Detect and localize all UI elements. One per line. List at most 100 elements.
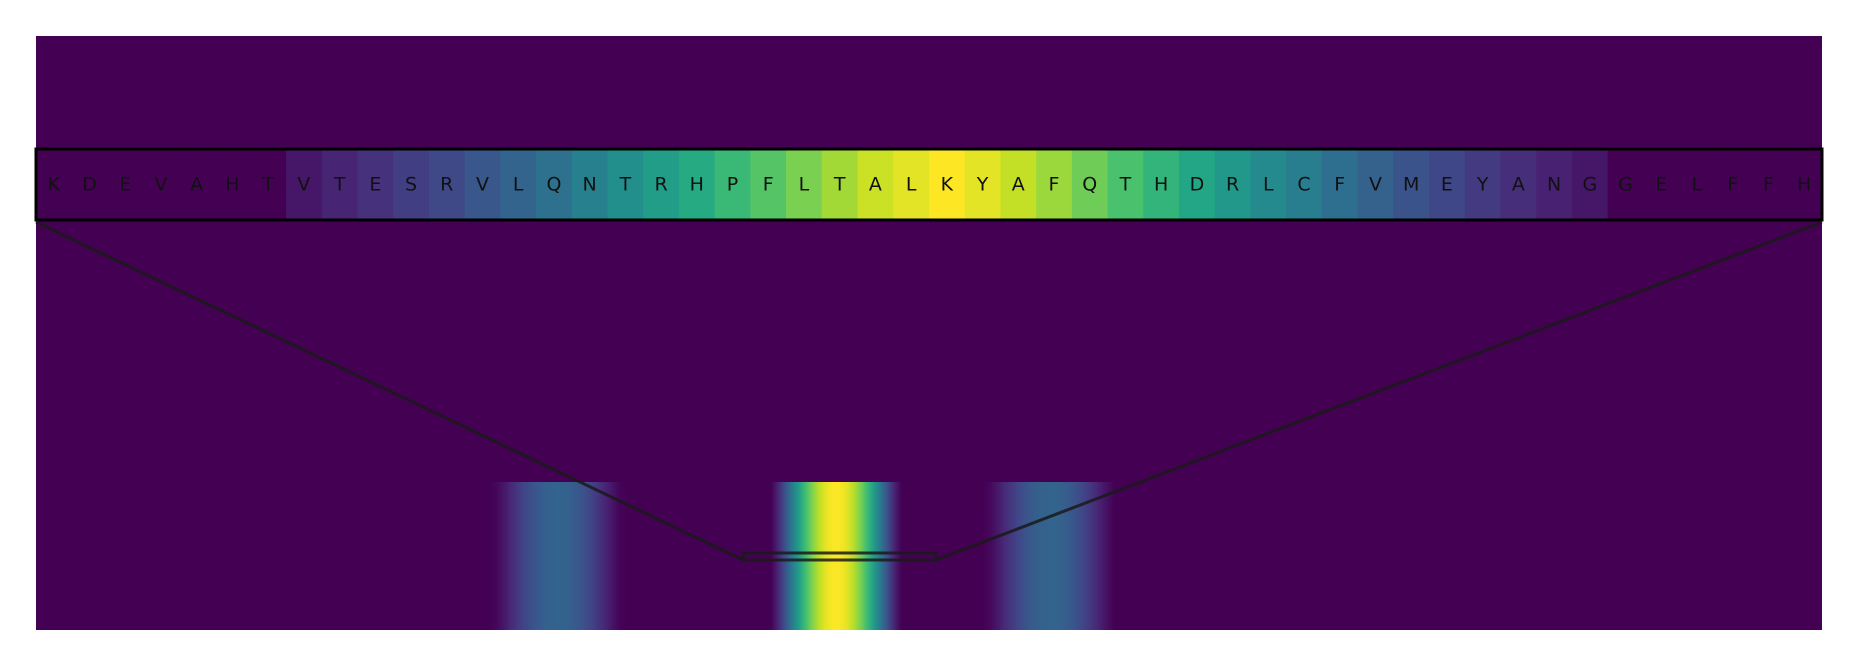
- zoom-cell: [1429, 149, 1466, 220]
- zoom-cell: [1750, 149, 1787, 220]
- zoom-cell: [321, 149, 359, 220]
- zoom-connector-left: [35, 220, 744, 562]
- residue-label: E: [1655, 174, 1667, 196]
- zoom-cell: [1679, 149, 1716, 220]
- residue-label: R: [1226, 174, 1239, 196]
- zoom-cell: [1393, 149, 1430, 220]
- zoom-cell: [36, 149, 73, 220]
- residue-label: H: [225, 174, 239, 196]
- residue-label: F: [763, 174, 774, 196]
- zoom-cell: [393, 149, 430, 220]
- zoom-cell: [143, 149, 180, 220]
- zoom-cell: [71, 149, 109, 220]
- residue-label: L: [1692, 174, 1703, 196]
- residue-label: A: [1012, 174, 1025, 196]
- residue-label: L: [513, 174, 524, 196]
- zoom-cell: [607, 149, 644, 220]
- zoom-cell: [643, 149, 680, 220]
- residue-label: V: [155, 174, 168, 196]
- zoom-cell: [1214, 149, 1252, 220]
- zoom-connector-right: [935, 220, 1823, 562]
- residue-label: T: [1119, 174, 1132, 196]
- residue-label: E: [119, 174, 131, 196]
- zoom-cell: [1036, 149, 1073, 220]
- zoom-cell: [1000, 149, 1037, 220]
- residue-label: Y: [1476, 174, 1489, 196]
- zoom-cell: [500, 149, 537, 220]
- zoom-cell: [714, 149, 751, 220]
- zoom-cell: [1143, 149, 1180, 220]
- zoom-cell: [1250, 149, 1287, 220]
- residue-label: E: [1441, 174, 1453, 196]
- zoom-cell: [1500, 149, 1537, 220]
- residue-label: D: [82, 174, 97, 196]
- zoom-cell: [1607, 149, 1644, 220]
- zoom-cell: [857, 149, 894, 220]
- zoom-cell: [178, 149, 216, 220]
- residue-label: T: [833, 174, 846, 196]
- residue-label: S: [405, 174, 417, 196]
- full-sequence-heat-strip: [36, 482, 1822, 630]
- zoom-cell: [1179, 149, 1216, 220]
- residue-label: K: [48, 174, 61, 196]
- zoom-cell: [821, 149, 859, 220]
- residue-label: T: [619, 174, 632, 196]
- zoom-cell: [536, 149, 573, 220]
- zoom-cell: [428, 149, 466, 220]
- residue-label: F: [1763, 174, 1774, 196]
- zoom-cell: [1714, 149, 1752, 220]
- residue-label: R: [654, 174, 667, 196]
- zoom-cell: [1571, 149, 1609, 220]
- residue-label: N: [1547, 174, 1561, 196]
- residue-label: A: [869, 174, 882, 196]
- residue-label: T: [261, 174, 274, 196]
- residue-label: Q: [1082, 174, 1097, 196]
- zoom-cell: [1536, 149, 1573, 220]
- residue-label: E: [369, 174, 381, 196]
- zoom-panel-cells: [36, 149, 1823, 220]
- residue-label: P: [727, 174, 738, 196]
- zoom-cell: [1357, 149, 1394, 220]
- zoom-cell: [1643, 149, 1680, 220]
- zoom-cell: [357, 149, 394, 220]
- zoom-cell: [750, 149, 787, 220]
- residue-label: D: [1190, 174, 1205, 196]
- residue-label: V: [1369, 174, 1382, 196]
- zoom-cell: [893, 149, 930, 220]
- residue-label: H: [690, 174, 704, 196]
- zoom-cell: [1286, 149, 1323, 220]
- zoom-cell: [1464, 149, 1502, 220]
- residue-label: V: [297, 174, 310, 196]
- zoom-cell: [964, 149, 1002, 220]
- residue-label: A: [1512, 174, 1525, 196]
- residue-label: G: [1618, 174, 1633, 196]
- zoom-cell: [250, 149, 287, 220]
- residue-label: L: [799, 174, 810, 196]
- residue-label: T: [333, 174, 346, 196]
- residue-label: K: [941, 174, 954, 196]
- zoom-cell: [1321, 149, 1359, 220]
- highlighted-window-box: [741, 551, 938, 562]
- residue-label: Q: [546, 174, 561, 196]
- residue-label: F: [1334, 174, 1345, 196]
- zoom-cell: [1071, 149, 1109, 220]
- residue-label: R: [440, 174, 453, 196]
- residue-label: F: [1727, 174, 1738, 196]
- zoom-cell: [1786, 149, 1823, 220]
- residue-label: L: [1263, 174, 1274, 196]
- zoom-cell: [571, 149, 609, 220]
- residue-label: Y: [976, 174, 989, 196]
- residue-label: C: [1297, 174, 1310, 196]
- zoom-cell: [214, 149, 251, 220]
- zoom-cell: [107, 149, 144, 220]
- residue-label: N: [583, 174, 597, 196]
- zoom-cell: [1107, 149, 1144, 220]
- residue-label: G: [1582, 174, 1597, 196]
- full-sequence-strip: [36, 482, 1822, 630]
- residue-label: H: [1154, 174, 1168, 196]
- residue-label: H: [1797, 174, 1811, 196]
- zoom-cell: [286, 149, 323, 220]
- zoom-panel-frame: [34, 147, 1824, 222]
